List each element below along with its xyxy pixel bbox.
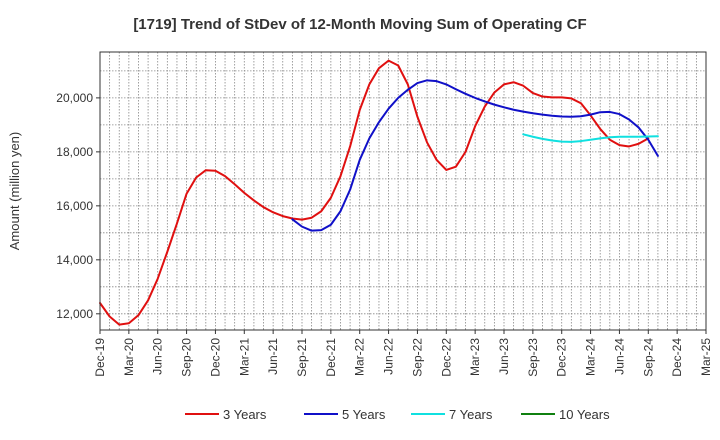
x-tick-label: Sep-24: [641, 338, 655, 377]
x-tick-label: Mar-20: [122, 338, 136, 376]
x-tick-label: Dec-22: [439, 338, 453, 377]
x-tick-label: Sep-23: [526, 338, 540, 377]
legend: 3 Years 5 Years 7 Years 10 Years: [185, 407, 610, 422]
x-tick-label: Dec-20: [208, 338, 222, 377]
y-axis-label: Amount (million yen): [7, 132, 22, 251]
x-tick-label: Mar-23: [468, 338, 482, 376]
x-tick-label: Dec-21: [324, 338, 338, 377]
chart-title: [1719] Trend of StDev of 12-Month Moving…: [133, 16, 586, 33]
x-tick-label: Jun-20: [151, 338, 165, 375]
x-tick-label: Jun-24: [612, 338, 626, 375]
x-tick-label: Jun-23: [497, 338, 511, 375]
legend-label: 10 Years: [559, 407, 610, 422]
legend-label: 7 Years: [449, 407, 493, 422]
x-tick-label: Mar-21: [237, 338, 251, 376]
x-tick-label: Jun-21: [266, 338, 280, 375]
legend-label: 5 Years: [342, 407, 386, 422]
series-line-5-years: [291, 79, 659, 232]
legend-label: 3 Years: [223, 407, 267, 422]
y-axis-ticks: 12,000 14,000 16,000 18,000 20,000: [56, 91, 100, 321]
x-tick-label: Mar-22: [353, 338, 367, 376]
plot-border: [99, 51, 707, 331]
series-line-3-years: [99, 59, 650, 326]
y-tick-label: 12,000: [56, 307, 93, 321]
plot-background: [100, 52, 706, 330]
x-tick-label: Mar-25: [699, 338, 713, 376]
x-tick-label: Dec-23: [555, 338, 569, 377]
x-tick-label: Sep-20: [180, 338, 194, 377]
plot-area: [100, 52, 706, 330]
x-tick-label: Dec-24: [670, 338, 684, 377]
y-tick-label: 16,000: [56, 199, 93, 213]
x-tick-label: Sep-22: [410, 338, 424, 377]
x-tick-label: Jun-22: [382, 338, 396, 375]
x-tick-label: Dec-19: [93, 338, 107, 377]
series-line-7-years: [522, 133, 659, 143]
x-tick-label: Sep-21: [295, 338, 309, 377]
y-tick-label: 14,000: [56, 253, 93, 267]
x-tick-label: Mar-24: [584, 338, 598, 376]
x-axis-ticks: Dec-19 Mar-20 Jun-20 Sep-20 Dec-20 Mar-21 Jun-…: [93, 330, 713, 377]
y-tick-label: 20,000: [56, 91, 93, 105]
series-layer: [99, 59, 659, 326]
grid-lines: [99, 52, 707, 330]
y-tick-label: 18,000: [56, 145, 93, 159]
